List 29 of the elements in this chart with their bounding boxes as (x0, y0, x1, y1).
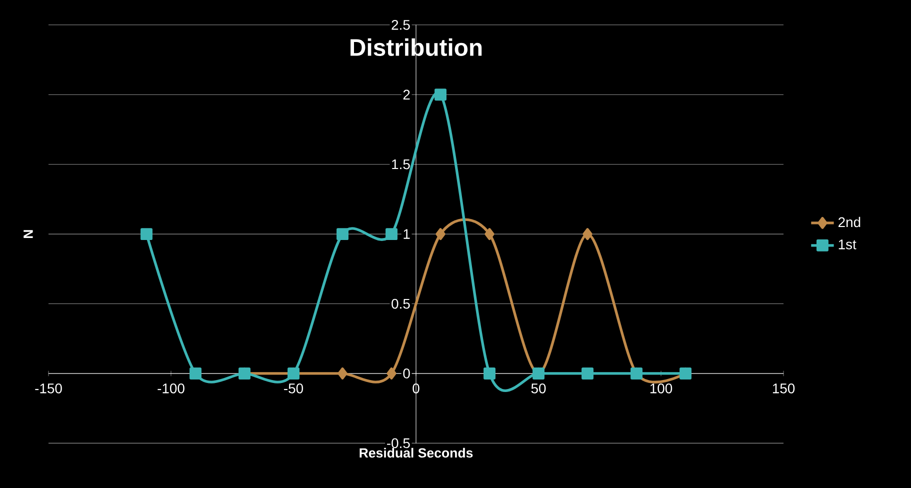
point (582, 368, 594, 380)
point (582, 228, 592, 240)
x-tick-label: 50 (531, 383, 546, 394)
point (386, 368, 396, 380)
point (336, 228, 348, 240)
y-tick-label: 1 (404, 229, 410, 239)
y-tick-label: 2 (403, 90, 410, 100)
y-tick-label: 0.5 (392, 298, 410, 309)
x-tick-label: -150 (35, 383, 62, 394)
x-axis-title: Residual Seconds (360, 448, 473, 458)
x-tick-label: 100 (650, 383, 672, 394)
y-tick-label: 0 (403, 368, 410, 378)
legend-label: 1st (838, 240, 856, 250)
point (386, 228, 398, 240)
x-tick-label: 150 (772, 383, 795, 394)
y-tick-label: -0.5 (387, 438, 410, 448)
point (338, 368, 348, 380)
point (484, 368, 496, 380)
legend-label: 2nd (838, 216, 860, 228)
point (190, 368, 202, 380)
point (484, 228, 494, 240)
point (140, 228, 152, 240)
x-tick-label: -50 (284, 383, 304, 394)
point (434, 88, 446, 101)
y-tick-label: 2.5 (392, 20, 410, 30)
x-tick-label: -100 (158, 383, 184, 394)
point (436, 228, 446, 240)
y-tick-label: 1.5 (392, 159, 410, 170)
y-axis-title: N (24, 230, 33, 238)
